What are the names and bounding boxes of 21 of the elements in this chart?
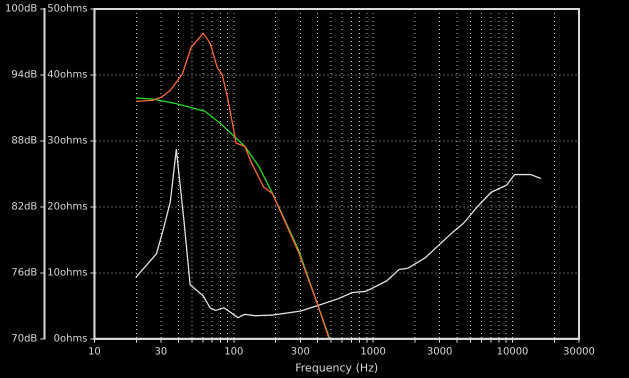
x-tick-label: 10000 (496, 346, 528, 358)
x-tick-label: 1000 (360, 346, 386, 358)
x-tick-label: 10 (88, 346, 101, 358)
x-axis-title: Frequency (Hz) (295, 361, 378, 374)
x-tick-label: 30 (154, 346, 168, 358)
x-tick-label: 3000 (426, 346, 452, 358)
y2-tick-label: 0ohms (54, 333, 88, 344)
y2-tick-label: 30ohms (47, 136, 88, 147)
y-tick-label: 70dB (11, 333, 38, 344)
y2-tick-label: 40ohms (47, 70, 88, 81)
y2-tick-label: 20ohms (47, 201, 88, 212)
y2-tick-label: 10ohms (47, 267, 88, 278)
y-tick-label: 82dB (11, 201, 38, 212)
x-tick-label: 30000 (563, 346, 595, 358)
y-tick-label: 88dB (11, 136, 38, 147)
x-tick-label: 100 (224, 346, 244, 358)
y-tick-label: 94dB (11, 70, 38, 81)
x-tick-label: 300 (290, 346, 310, 358)
y2-tick-label: 50ohms (47, 4, 88, 15)
y-tick-label: 100dB (5, 4, 38, 15)
y-tick-label: 76dB (11, 267, 38, 278)
